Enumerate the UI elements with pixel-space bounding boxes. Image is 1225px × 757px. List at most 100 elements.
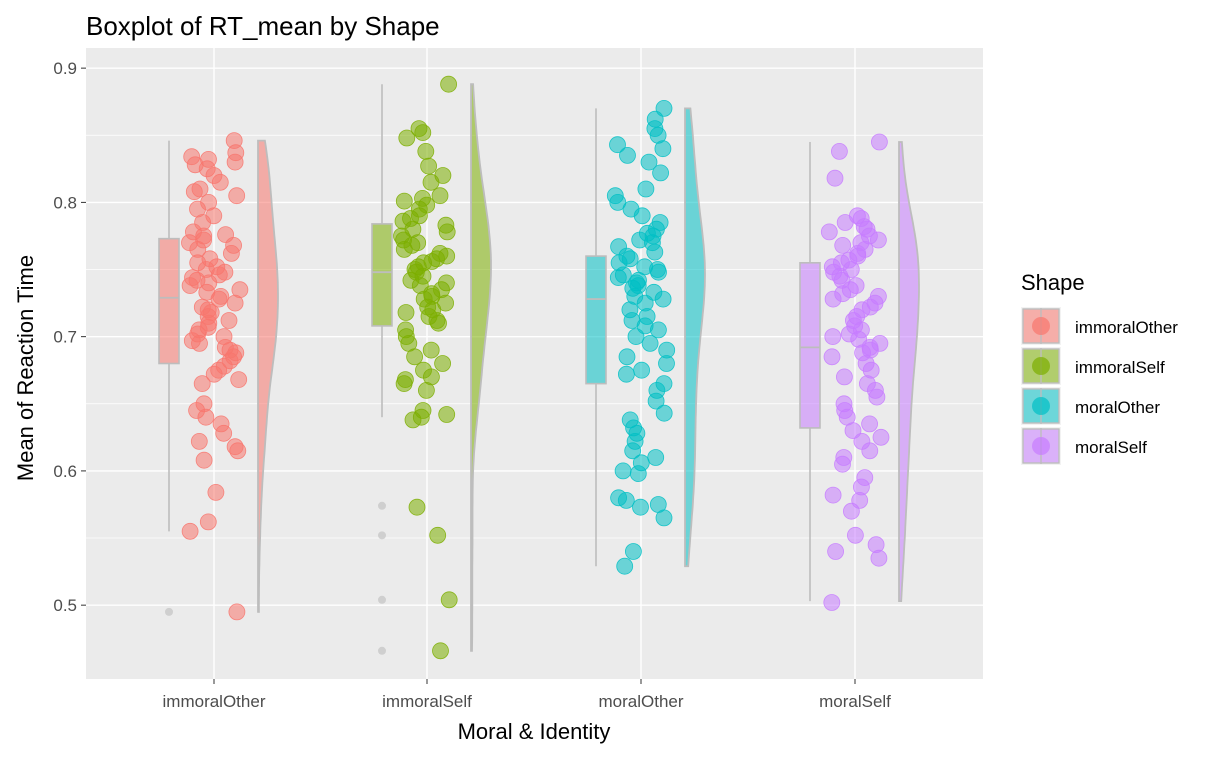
outlier-point-immoralSelf — [378, 595, 386, 604]
data-point-immoralSelf — [395, 375, 413, 393]
data-point-immoralOther — [228, 603, 246, 621]
legend-key-point — [1032, 437, 1050, 455]
data-point-moralOther — [647, 392, 665, 410]
data-point-moralSelf — [836, 214, 854, 231]
data-point-moralOther — [633, 207, 651, 225]
data-point-moralSelf — [843, 502, 860, 520]
outlier-point-immoralSelf — [378, 646, 386, 655]
data-point-moralSelf — [827, 543, 844, 560]
data-point-moralOther — [618, 348, 636, 366]
data-point-moralSelf — [872, 428, 890, 446]
data-point-immoralSelf — [440, 75, 458, 93]
data-point-immoralOther — [195, 451, 213, 469]
data-point-moralOther — [654, 140, 672, 158]
data-point-immoralSelf — [429, 526, 447, 544]
x-tick-label: moralOther — [598, 692, 683, 711]
data-point-immoralOther — [228, 187, 246, 205]
data-point-moralOther — [658, 355, 675, 372]
data-point-moralOther — [624, 442, 642, 460]
outlier-point-immoralSelf — [378, 531, 386, 540]
data-point-immoralOther — [207, 483, 225, 501]
data-point-moralSelf — [820, 223, 838, 241]
data-point-immoralOther — [193, 375, 211, 393]
data-point-moralOther — [650, 263, 667, 281]
data-point-moralOther — [633, 361, 650, 379]
data-point-moralSelf — [870, 549, 888, 567]
x-axis-title: Moral & Identity — [458, 719, 611, 744]
outlier-point-immoralOther — [165, 607, 173, 616]
data-point-immoralSelf — [422, 173, 440, 191]
legend-key-point — [1032, 357, 1050, 375]
data-point-immoralOther — [205, 365, 223, 383]
legend-label: moralOther — [1075, 398, 1160, 417]
legend-item-moralOther: moralOther — [1021, 387, 1160, 425]
box-immoralSelf — [371, 223, 393, 327]
data-point-moralOther — [609, 193, 627, 211]
data-point-immoralSelf — [430, 314, 447, 332]
data-point-moralOther — [637, 180, 655, 198]
data-point-moralSelf — [861, 442, 879, 460]
series-immoralSelf — [371, 75, 492, 660]
data-point-moralOther — [609, 269, 627, 287]
data-point-moralSelf — [834, 455, 851, 473]
data-point-immoralSelf — [432, 642, 449, 660]
data-point-moralOther — [652, 164, 669, 182]
data-point-immoralSelf — [431, 187, 449, 205]
data-point-moralSelf — [871, 133, 888, 151]
data-point-moralSelf — [831, 142, 848, 160]
y-tick-label: 0.9 — [53, 59, 77, 78]
violin-immoralOther — [257, 139, 279, 613]
data-point-immoralSelf — [434, 355, 452, 372]
series-immoralOther — [158, 132, 279, 621]
data-point-immoralOther — [229, 442, 247, 460]
data-point-immoralOther — [191, 334, 208, 352]
data-point-immoralSelf — [440, 591, 458, 609]
legend: Shape immoralOther immoralSelf moralOther m… — [1021, 270, 1178, 465]
axes: 0.5 0.6 0.7 0.8 0.9 immoralOther immoralSelf mo… — [53, 59, 891, 711]
data-point-moralOther — [647, 449, 665, 466]
legend-key-point — [1032, 317, 1050, 335]
data-point-moralSelf — [861, 415, 878, 433]
data-point-immoralSelf — [422, 341, 440, 359]
data-point-moralSelf — [834, 236, 852, 254]
violin-moralOther — [684, 107, 706, 568]
legend-item-immoralSelf: immoralSelf — [1021, 347, 1165, 385]
legend-key-point — [1032, 397, 1050, 415]
chart-marks — [158, 75, 920, 660]
data-point-moralOther — [655, 509, 673, 527]
data-point-moralOther — [646, 243, 664, 261]
data-point-immoralOther — [230, 371, 248, 389]
data-point-immoralSelf — [438, 223, 456, 241]
data-point-immoralSelf — [395, 192, 413, 210]
legend-item-moralSelf: moralSelf — [1021, 427, 1147, 465]
y-tick-label: 0.5 — [53, 596, 77, 615]
data-point-immoralOther — [181, 277, 199, 295]
data-point-immoralSelf — [438, 406, 456, 423]
data-point-moralOther — [641, 334, 659, 352]
y-axis-title: Mean of Reaction Time — [13, 255, 38, 481]
x-tick-label: immoralOther — [163, 692, 266, 711]
data-point-immoralSelf — [404, 411, 422, 429]
data-point-immoralSelf — [417, 142, 435, 160]
data-point-immoralOther — [210, 290, 228, 308]
data-point-moralSelf — [868, 388, 886, 406]
data-point-moralOther — [632, 498, 649, 516]
data-point-immoralSelf — [395, 240, 413, 258]
series-moralOther — [585, 100, 706, 575]
data-point-immoralSelf — [414, 124, 432, 142]
data-point-immoralSelf — [406, 348, 424, 366]
data-point-immoralOther — [190, 432, 208, 450]
box-moralOther — [585, 255, 607, 385]
data-point-immoralOther — [222, 244, 240, 262]
y-tick-label: 0.7 — [53, 328, 77, 347]
data-point-moralOther — [629, 465, 647, 483]
data-point-moralOther — [619, 146, 636, 164]
legend-item-immoralOther: immoralOther — [1021, 307, 1178, 345]
data-point-moralOther — [640, 153, 658, 171]
data-point-moralOther — [655, 404, 673, 422]
y-tick-label: 0.6 — [53, 462, 77, 481]
data-point-immoralSelf — [420, 157, 438, 175]
box-moralSelf — [799, 262, 821, 429]
data-point-immoralSelf — [417, 381, 435, 399]
data-point-moralOther — [650, 321, 667, 339]
